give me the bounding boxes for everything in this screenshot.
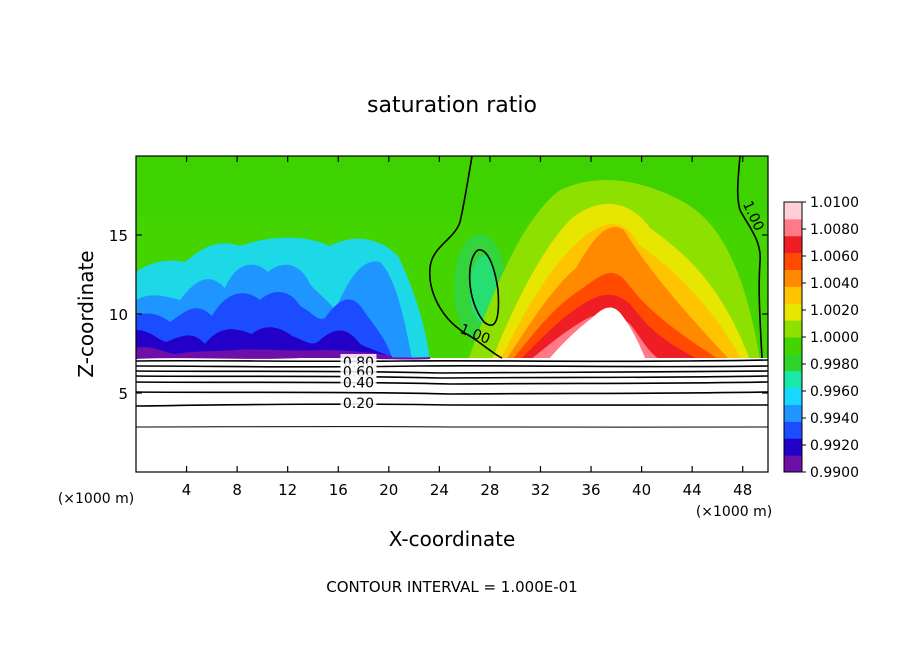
x-tick-label: 24	[430, 481, 449, 499]
colorbar-swatch	[784, 286, 802, 304]
contour-0.50	[136, 375, 768, 379]
colorbar-swatch	[784, 370, 802, 389]
contour-0.80	[136, 359, 768, 363]
contour-label-bg	[340, 363, 377, 378]
contour-label: 0.20	[343, 396, 374, 412]
colorbar-swatch	[784, 269, 802, 287]
contour-label-bg	[340, 395, 377, 410]
colorbar-swatch	[784, 235, 802, 254]
contour-label: 0.40	[343, 376, 374, 392]
colorbar-swatch	[784, 337, 802, 355]
contour-1.00-cell	[468, 249, 500, 326]
contour-0.70	[136, 364, 768, 368]
colorbar-tick-label: 0.9940	[810, 411, 859, 427]
colorbar-swatch	[784, 303, 802, 321]
colorbar-tick-label: 0.9920	[810, 438, 859, 454]
y-axis-label: Z-coordinate	[74, 250, 98, 377]
colorbar-tick-label: 1.0000	[810, 330, 859, 346]
colorbar: 1.0100 1.0080 1.0060 1.0040 1.0020 1.0000 0.99…	[783, 195, 859, 481]
x-axis-label: X-coordinate	[389, 527, 516, 551]
x-axis-ticks: 4 8 12 16 20 24 28 32 36 40 44 48	[182, 156, 752, 499]
contour-interval-note: CONTOUR INTERVAL = 1.000E-01	[326, 578, 577, 596]
y-tick-label: 10	[109, 306, 128, 324]
contour-0.20	[136, 403, 768, 407]
x-tick-label: 32	[531, 481, 550, 499]
colorbar-swatch	[784, 202, 802, 220]
colorbar-swatch	[784, 353, 802, 372]
colorbar-swatch	[784, 455, 802, 473]
contour-1.00-right	[736, 156, 763, 359]
colorbar-swatch	[784, 421, 802, 439]
x-tick-label: 12	[278, 481, 297, 499]
colorbar-swatch	[784, 404, 802, 422]
colorbar-swatch	[784, 252, 802, 270]
contour-label-bg	[340, 374, 377, 389]
x-tick-label: 48	[733, 481, 752, 499]
lower-region	[136, 358, 768, 472]
colorbar-tick-label: 0.9980	[810, 357, 859, 373]
x-tick-label: 40	[632, 481, 651, 499]
x-unit-label: (×1000 m)	[696, 504, 772, 520]
contour-0.30	[136, 391, 768, 395]
contour-0.40	[136, 381, 768, 385]
lower-boundary	[136, 355, 431, 360]
y-tick-label: 5	[118, 385, 128, 403]
colorbar-swatch	[784, 438, 802, 456]
contour-0.10	[136, 426, 768, 428]
x-tick-label: 28	[480, 481, 499, 499]
saturation-field	[136, 156, 768, 472]
colorbar-tick-label: 1.0060	[810, 249, 859, 265]
colorbar-tick-label: 1.0040	[810, 276, 859, 292]
chart-title: saturation ratio	[367, 93, 537, 118]
x-tick-label: 36	[581, 481, 600, 499]
x-tick-label: 20	[379, 481, 398, 499]
x-tick-label: 8	[232, 481, 242, 499]
x-tick-label: 4	[182, 481, 192, 499]
contour-1.00-left	[429, 156, 503, 359]
contour-0.60	[136, 370, 768, 374]
colorbar-tick-label: 0.9960	[810, 384, 859, 400]
x-tick-label: 44	[683, 481, 702, 499]
colorbar-swatch	[784, 320, 802, 338]
plume-core	[548, 307, 646, 360]
y-tick-label: 15	[109, 227, 128, 245]
contour-lines	[136, 156, 768, 428]
colorbar-swatch	[784, 387, 802, 405]
colorbar-tick-label: 1.0020	[810, 303, 859, 319]
x-tick-label: 16	[329, 481, 348, 499]
colorbar-tick-label: 0.9900	[810, 465, 859, 481]
colorbar-tick-label: 1.0100	[810, 195, 859, 211]
colorbar-tick-label: 1.0080	[810, 222, 859, 238]
colorbar-swatch	[784, 218, 802, 237]
y-unit-label: (×1000 m)	[58, 491, 134, 507]
y-axis-ticks: 5 10 15	[109, 227, 768, 403]
